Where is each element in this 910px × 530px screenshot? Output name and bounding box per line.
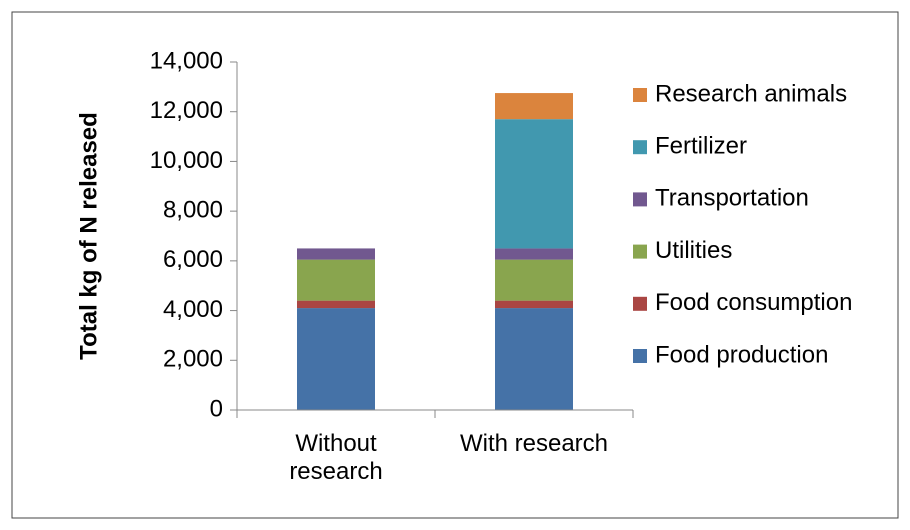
y-tick-label: 2,000 — [163, 346, 223, 373]
bar-segment — [297, 308, 375, 410]
legend-swatch — [633, 88, 647, 102]
legend-label: Fertilizer — [655, 133, 747, 160]
bar-segment — [495, 308, 573, 410]
legend-label: Research animals — [655, 80, 847, 107]
bar-segment — [495, 93, 573, 120]
bar-segment — [495, 248, 573, 260]
y-tick-label: 12,000 — [150, 97, 223, 124]
y-axis-title: Total kg of N released — [75, 112, 102, 360]
legend-swatch — [633, 140, 647, 155]
legend-swatch — [633, 296, 647, 311]
x-tick-label: Without research — [289, 430, 383, 485]
legend-label: Utilities — [655, 237, 732, 264]
y-tick-label: 6,000 — [163, 246, 223, 273]
y-tick-label: 4,000 — [163, 296, 223, 323]
legend-label: Food consumption — [655, 289, 852, 316]
legend-swatch — [633, 349, 647, 363]
y-tick-label: 14,000 — [150, 47, 223, 74]
legend-label: Food production — [655, 341, 828, 368]
legend-label: Transportation — [655, 185, 809, 212]
y-tick-label: 10,000 — [150, 147, 223, 174]
bar-segment — [495, 119, 573, 249]
bar-segment — [495, 259, 573, 301]
y-tick-label: 0 — [210, 395, 223, 422]
bar-segment — [297, 259, 375, 301]
bar-segment — [297, 300, 375, 309]
legend-swatch — [633, 244, 647, 259]
bar-segment — [297, 248, 375, 260]
bar-segment — [495, 300, 573, 309]
chart-border — [11, 11, 899, 519]
legend-swatch — [633, 192, 647, 207]
y-tick-label: 8,000 — [163, 196, 223, 223]
x-tick-label: With research — [459, 430, 609, 457]
